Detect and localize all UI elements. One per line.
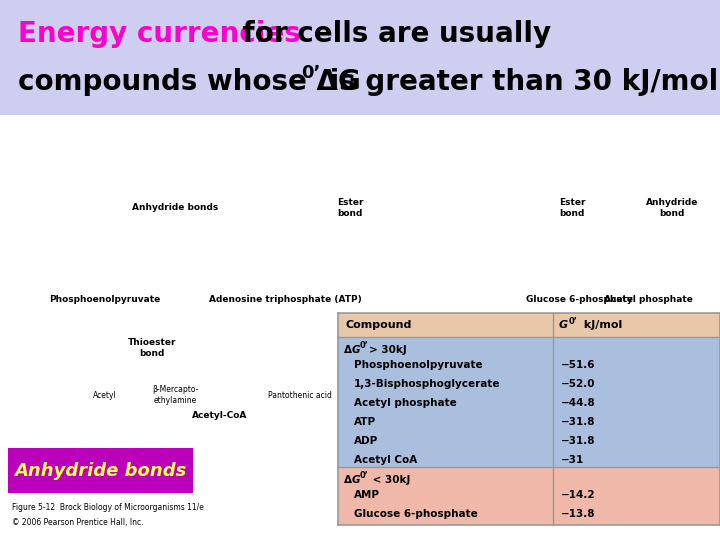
Text: 0’: 0’ (301, 64, 320, 82)
Text: compounds whose ΔG: compounds whose ΔG (18, 68, 361, 96)
Text: G: G (352, 475, 361, 485)
Text: > 30kJ: > 30kJ (369, 345, 407, 355)
Text: Acetyl: Acetyl (93, 390, 117, 400)
Bar (338, 313, 720, 337)
Text: −52.0: −52.0 (561, 379, 595, 389)
Text: Figure 5-12  Brock Biology of Microorganisms 11/e: Figure 5-12 Brock Biology of Microorgani… (12, 503, 204, 512)
Text: −31.8: −31.8 (561, 436, 595, 446)
Text: Anhydride bonds: Anhydride bonds (14, 462, 186, 480)
Text: Phosphoenolpyruvate: Phosphoenolpyruvate (354, 360, 482, 370)
Text: Acetyl phosphate: Acetyl phosphate (354, 398, 456, 408)
Text: Phosphoenolpyruvate: Phosphoenolpyruvate (50, 295, 161, 305)
Text: −44.8: −44.8 (561, 398, 595, 408)
Text: Ester
bond: Ester bond (559, 198, 585, 218)
Text: −13.8: −13.8 (561, 509, 595, 519)
Text: Δ: Δ (344, 345, 352, 355)
Text: ATP: ATP (354, 417, 376, 427)
Text: AMP: AMP (354, 490, 380, 500)
Text: −31.8: −31.8 (561, 417, 595, 427)
Text: Acetyl phosphate: Acetyl phosphate (603, 295, 693, 305)
Text: −31: −31 (561, 455, 584, 465)
Text: Anhydride
bond: Anhydride bond (646, 198, 698, 218)
Text: G: G (352, 345, 361, 355)
Text: < 30kJ: < 30kJ (369, 475, 410, 485)
Text: Thioester
bond: Thioester bond (127, 338, 176, 357)
Text: Acetyl CoA: Acetyl CoA (354, 455, 418, 465)
Text: is greater than 30 kJ/mol.: is greater than 30 kJ/mol. (320, 68, 720, 96)
Text: Δ: Δ (344, 475, 352, 485)
Text: Glucose 6-phosphate: Glucose 6-phosphate (354, 509, 478, 519)
Text: for cells are usually: for cells are usually (233, 20, 551, 48)
Bar (338, 467, 720, 525)
Text: Glucose 6-phosphate: Glucose 6-phosphate (526, 295, 634, 305)
Text: Energy currencies: Energy currencies (18, 20, 301, 48)
Text: ADP: ADP (354, 436, 378, 446)
Text: G: G (559, 320, 568, 330)
Text: kJ/mol: kJ/mol (580, 320, 622, 330)
Bar (338, 337, 720, 467)
Text: −51.6: −51.6 (561, 360, 595, 370)
Bar (0, 0, 720, 115)
Text: © 2006 Pearson Prentice Hall, Inc.: © 2006 Pearson Prentice Hall, Inc. (12, 517, 143, 526)
Text: β-Mercapto-
ethylamine: β-Mercapto- ethylamine (152, 386, 198, 404)
Text: Adenosine triphosphate (ATP): Adenosine triphosphate (ATP) (209, 295, 361, 305)
Text: 1,3-Bisphosphoglycerate: 1,3-Bisphosphoglycerate (354, 379, 500, 389)
Text: −14.2: −14.2 (561, 490, 595, 500)
Text: Pantothenic acid: Pantothenic acid (268, 390, 332, 400)
Text: 0’: 0’ (569, 316, 578, 326)
Bar (8, 448, 193, 493)
Text: Acetyl-CoA: Acetyl-CoA (192, 410, 248, 420)
Text: 0’: 0’ (360, 341, 369, 350)
Text: Ester
bond: Ester bond (337, 198, 364, 218)
Text: Anhydride bonds: Anhydride bonds (132, 204, 218, 213)
Text: Compound: Compound (346, 320, 413, 330)
Text: 0’: 0’ (360, 471, 369, 481)
